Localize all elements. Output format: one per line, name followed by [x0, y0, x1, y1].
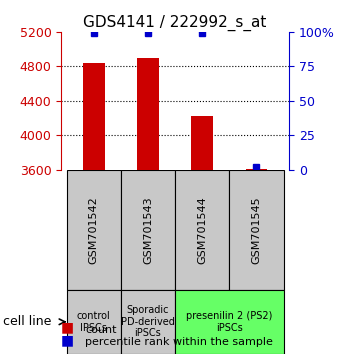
Text: ■: ■ [61, 333, 74, 347]
Text: percentile rank within the sample: percentile rank within the sample [85, 337, 273, 347]
Bar [83, 63, 105, 170]
FancyBboxPatch shape [175, 290, 284, 354]
FancyBboxPatch shape [175, 170, 230, 290]
Text: count: count [85, 325, 117, 335]
Text: presenilin 2 (PS2)
iPSCs: presenilin 2 (PS2) iPSCs [186, 311, 273, 333]
Text: control
IPSCs: control IPSCs [77, 311, 110, 333]
Text: cell line: cell line [3, 315, 52, 328]
FancyBboxPatch shape [121, 290, 175, 354]
Bar [191, 116, 213, 170]
Bar [137, 58, 159, 170]
Text: GSM701544: GSM701544 [197, 196, 207, 264]
FancyBboxPatch shape [67, 170, 121, 290]
FancyBboxPatch shape [67, 290, 121, 354]
Text: GSM701543: GSM701543 [143, 196, 153, 264]
Text: GSM701542: GSM701542 [89, 196, 99, 264]
Text: ■: ■ [61, 320, 74, 335]
Text: GSM701545: GSM701545 [252, 196, 261, 264]
FancyBboxPatch shape [230, 170, 284, 290]
Bar [245, 169, 267, 170]
Title: GDS4141 / 222992_s_at: GDS4141 / 222992_s_at [83, 14, 267, 30]
Text: Sporadic
PD-derived
iPSCs: Sporadic PD-derived iPSCs [121, 305, 175, 338]
FancyBboxPatch shape [121, 170, 175, 290]
